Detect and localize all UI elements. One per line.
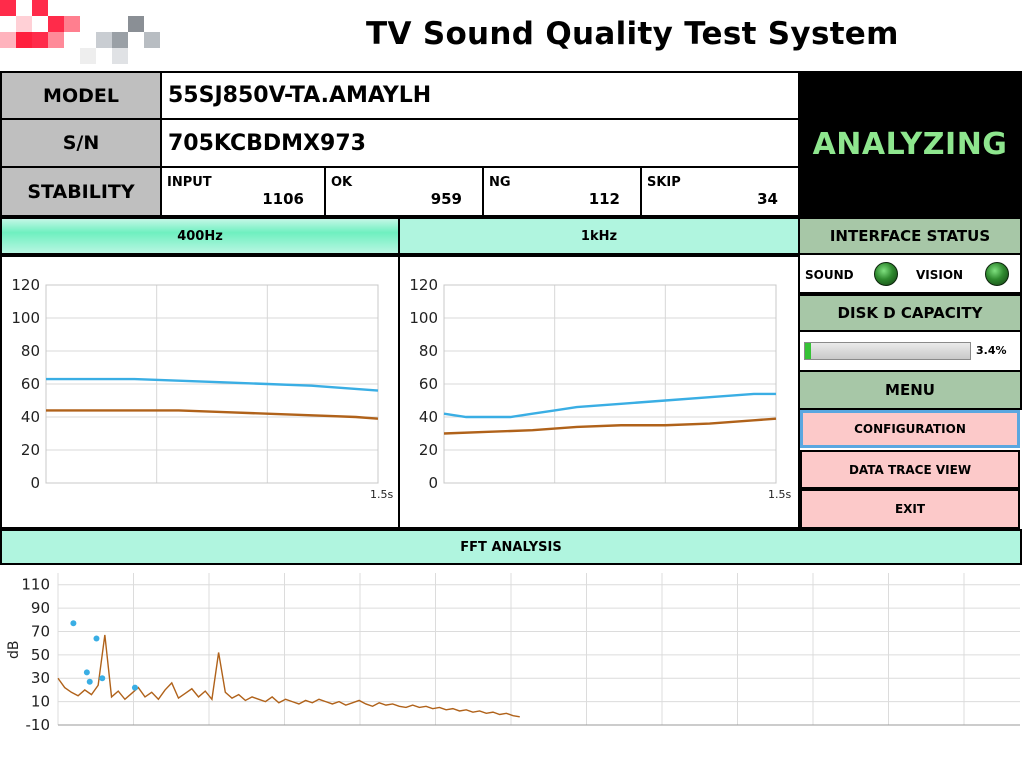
stat-input: INPUT 1106: [160, 166, 326, 217]
disk-capacity-header: DISK D CAPACITY: [798, 294, 1022, 332]
chart-1khz-title: 1kHz: [580, 228, 618, 244]
fft-ylabel: dB: [6, 641, 22, 660]
chart-400hz-ytick-label: 120: [11, 276, 40, 294]
chart-1khz-panel: 0 20 40 60 80 100 120 1.5s: [398, 255, 800, 529]
chart-400hz-ytick-label: 40: [21, 408, 40, 426]
chart-400hz-title: 400Hz: [177, 228, 223, 244]
fft-peak-marker: [131, 684, 138, 691]
chart-400hz-panel: 0 20 40 60 80 100 120 1.5s: [0, 255, 400, 529]
stat-skip-value: 34: [757, 190, 778, 208]
chart-400hz-x-end-label: 1.5s: [370, 488, 393, 501]
disk-capacity-box: 3.4%: [798, 330, 1022, 372]
interface-status-box: SOUND VISION: [798, 253, 1022, 294]
sound-label: SOUND: [805, 268, 854, 282]
sn-label: S/N: [0, 118, 162, 168]
fft-ytick-label: 50: [31, 646, 50, 664]
disk-capacity-percent: 3.4%: [976, 344, 1007, 357]
stat-ng-label: NG: [489, 175, 511, 190]
chart-1khz-ytick-label: 20: [419, 441, 438, 459]
exit-button[interactable]: EXIT: [800, 489, 1020, 529]
model-value: 55SJ850V-TA.AMAYLH: [160, 71, 800, 120]
fft-spectrum-line: [57, 634, 520, 718]
chart-1khz-series-1-line: [443, 417, 777, 435]
chart-400hz-plot-frame: [45, 284, 379, 484]
fft-ytick-label: 30: [31, 669, 50, 687]
analysis-status: ANALYZING: [812, 126, 1008, 162]
stat-skip-label: SKIP: [647, 175, 681, 190]
fft-header: FFT ANALYSIS: [0, 529, 1022, 565]
chart-400hz-ytick-label: 0: [30, 474, 40, 492]
chart-1khz: 0 20 40 60 80 100 120 1.5s: [409, 276, 791, 501]
chart-1khz-plot-frame: [443, 284, 777, 484]
status-panel: ANALYZING: [798, 71, 1022, 217]
fft-ytick-label: 90: [31, 599, 50, 617]
app-title: TV Sound Quality Test System: [366, 16, 899, 52]
menu-header: MENU: [798, 370, 1022, 410]
chart-400hz-header: 400Hz: [0, 217, 400, 255]
sound-status-led-icon: [874, 262, 898, 286]
disk-capacity-fill: [805, 343, 811, 359]
fft-ytick-label: 10: [31, 693, 50, 711]
model-label: MODEL: [0, 71, 162, 120]
fft-panel: -10 10 30 50 70 90 110 dB: [0, 565, 1022, 760]
chart-1khz-series-0-line: [443, 392, 776, 419]
fft-title: FFT ANALYSIS: [460, 539, 562, 555]
configuration-button[interactable]: CONFIGURATION: [800, 410, 1020, 448]
chart-400hz-ytick-label: 60: [21, 375, 40, 393]
stat-input-label: INPUT: [167, 175, 212, 190]
company-logo: [0, 0, 160, 64]
chart-400hz-ytick-label: 20: [21, 441, 40, 459]
stat-ok: OK 959: [324, 166, 484, 217]
chart-400hz-ytick-label: 80: [21, 342, 40, 360]
interface-status-title: INTERFACE STATUS: [829, 227, 991, 245]
fft-ytick-label: 110: [21, 576, 50, 594]
fft-ytick-label: 70: [31, 622, 50, 640]
data-trace-view-button[interactable]: DATA TRACE VIEW: [800, 450, 1020, 489]
stat-skip: SKIP 34: [640, 166, 800, 217]
stat-ok-label: OK: [331, 175, 353, 190]
sn-value: 705KCBDMX973: [160, 118, 800, 168]
chart-1khz-ytick-label: 40: [419, 408, 438, 426]
chart-1khz-ytick-label: 0: [428, 474, 438, 492]
chart-1khz-x-end-label: 1.5s: [768, 488, 791, 501]
stat-ng-value: 112: [588, 190, 620, 208]
chart-400hz-ytick-label: 100: [11, 309, 40, 327]
disk-capacity-title: DISK D CAPACITY: [837, 304, 983, 322]
fft-peak-marker: [83, 669, 90, 676]
fft-chart: -10 10 30 50 70 90 110 dB: [6, 573, 1020, 734]
chart-1khz-ytick-label: 120: [409, 276, 438, 294]
stat-ok-value: 959: [430, 190, 462, 208]
stability-label: STABILITY: [0, 166, 162, 217]
chart-1khz-ytick-label: 80: [419, 342, 438, 360]
interface-status-header: INTERFACE STATUS: [798, 217, 1022, 255]
fft-peak-marker: [86, 678, 93, 685]
chart-400hz-series-1-line: [46, 409, 379, 420]
chart-1khz-ytick-label: 100: [409, 309, 438, 327]
chart-400hz: 0 20 40 60 80 100 120 1.5s: [11, 276, 393, 501]
menu-title: MENU: [885, 381, 935, 399]
stat-ng: NG 112: [482, 166, 642, 217]
fft-peak-marker: [70, 620, 77, 627]
chart-400hz-series-0-line: [46, 377, 379, 392]
fft-peak-marker: [93, 635, 100, 642]
chart-1khz-header: 1kHz: [398, 217, 800, 255]
stat-input-value: 1106: [262, 190, 304, 208]
disk-capacity-bar: [804, 342, 971, 360]
fft-ytick-label: -10: [26, 716, 51, 734]
fft-peak-marker: [99, 675, 106, 682]
chart-1khz-ytick-label: 60: [419, 375, 438, 393]
vision-label: VISION: [916, 268, 964, 282]
vision-status-led-icon: [985, 262, 1009, 286]
